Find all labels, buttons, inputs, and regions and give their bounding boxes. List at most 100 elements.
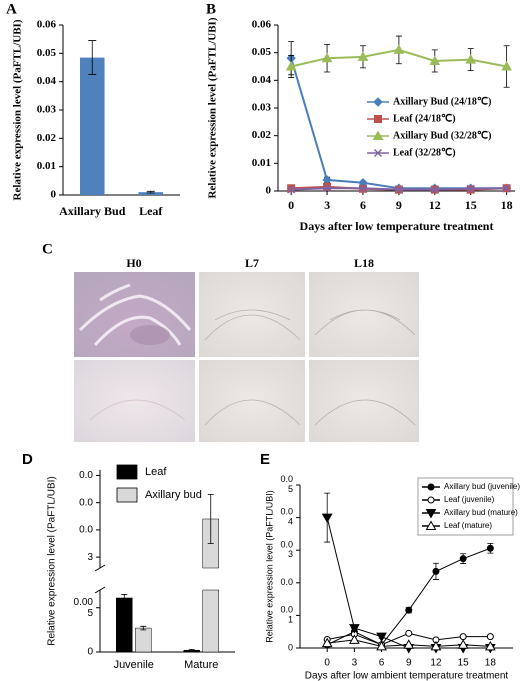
- marker: [430, 640, 442, 651]
- marker: [502, 184, 511, 193]
- marker: [459, 555, 467, 563]
- y-tick-label: 0.0: [280, 577, 293, 587]
- legend-swatch: [116, 464, 138, 480]
- y-axis-label: Relative expression level (PaFTL/UBI): [264, 490, 274, 643]
- x-tick-label: 12: [430, 658, 442, 669]
- y-tick-label: 0.06: [37, 19, 57, 31]
- label-line: 4: [288, 517, 293, 527]
- marker: [486, 544, 494, 552]
- marker: [425, 509, 437, 519]
- error-bar: [188, 648, 195, 652]
- tissue-detail: [204, 399, 301, 426]
- y-axis-label: Relative expression level (PaFTL/UBI): [12, 19, 24, 200]
- bar: [138, 192, 164, 195]
- label-line: 5: [288, 484, 293, 494]
- y-tick-label: 0: [266, 185, 272, 197]
- marker: [323, 184, 332, 193]
- tissue-detail: [89, 399, 186, 421]
- marker: [373, 148, 383, 158]
- marker: [357, 51, 369, 61]
- tissue-detail: [130, 325, 170, 345]
- x-tick-label: 9: [406, 658, 412, 669]
- y-tick-label: 0.04: [252, 74, 272, 86]
- legend-label: Axillary Bud (24/18℃): [393, 96, 491, 107]
- marker: [373, 97, 383, 107]
- marker: [427, 496, 435, 504]
- x-tick-label: 18: [501, 198, 513, 212]
- bar: [135, 627, 152, 653]
- y-axis-label: Relative expression level (PaFTL/UBI): [47, 476, 58, 646]
- marker: [349, 624, 360, 634]
- marker: [376, 632, 387, 643]
- marker: [457, 639, 469, 649]
- micrograph: [309, 360, 419, 442]
- marker: [432, 567, 440, 575]
- x-tick-label: 9: [396, 198, 402, 212]
- legend-label: Axillary Bud (32/28℃): [393, 130, 491, 141]
- x-tick-label: 15: [458, 658, 470, 669]
- x-tick-label: Leaf: [139, 204, 163, 218]
- panel-label: E: [260, 451, 270, 468]
- legend-label: Axillary bud (juvenile): [444, 482, 520, 491]
- bar: [116, 597, 133, 653]
- y-tick-label: 3: [87, 552, 93, 563]
- error-bar: [140, 625, 147, 631]
- error-bar: [121, 594, 128, 602]
- marker: [429, 55, 441, 65]
- marker: [486, 633, 494, 641]
- axis-break: [94, 564, 106, 594]
- marker: [427, 483, 435, 491]
- marker: [287, 185, 296, 194]
- x-tick-label: 3: [352, 658, 358, 669]
- marker: [459, 633, 467, 641]
- x-tick-label: 6: [360, 198, 366, 212]
- panel-label: B: [206, 1, 216, 17]
- y-tick-label: 0.04: [37, 75, 57, 87]
- marker: [285, 60, 297, 71]
- x-tick-label: Mature: [184, 659, 218, 671]
- legend-label: Leaf (mature): [444, 521, 492, 530]
- marker: [394, 185, 403, 194]
- label-line: 0.0: [280, 474, 293, 484]
- legend-swatch: [116, 487, 138, 503]
- y-tick-label: 0.0: [79, 497, 93, 508]
- chart: A Relative expression level (PaFTL/UBI) 0 0…: [6, 1, 180, 218]
- x-tick-label: Juvenile: [114, 659, 154, 671]
- marker: [321, 52, 333, 63]
- y-tick-label: 0: [87, 647, 93, 658]
- y-tick-label: 0.00 5: [74, 597, 94, 619]
- marker: [393, 44, 405, 54]
- label-line: 3: [288, 550, 293, 560]
- micrograph: [199, 360, 305, 442]
- x-axis-label: Days after low ambient temperature treat…: [305, 671, 509, 681]
- marker: [501, 60, 512, 71]
- x-tick-label: 3: [324, 198, 330, 212]
- marker: [425, 520, 437, 530]
- tissue-detail: [204, 309, 301, 341]
- y-tick-label: 0: [288, 642, 293, 652]
- marker: [403, 639, 415, 649]
- error-bar: [146, 190, 155, 194]
- legend-label: Axillary bud (mature): [444, 508, 518, 517]
- bar: [202, 518, 219, 653]
- x-tick-label: 15: [465, 198, 477, 212]
- y-tick-label: 0: [51, 189, 57, 201]
- x-tick-label: 12: [429, 198, 441, 212]
- micrograph: [74, 360, 195, 442]
- label-line: 0.0: [280, 540, 293, 550]
- marker: [349, 634, 360, 644]
- y-tick-label: 0.01: [252, 157, 271, 169]
- legend-label: Axillary bud: [145, 489, 202, 501]
- panel-label: D: [22, 451, 33, 468]
- marker: [405, 629, 413, 637]
- column-header: L7: [245, 256, 259, 270]
- y-tick-label: 0.03: [37, 104, 57, 116]
- marker: [376, 640, 387, 651]
- y-axis-label: Relative expression level (PaFTL/UBI): [207, 17, 219, 198]
- bar: [79, 57, 105, 196]
- label-line: 1: [288, 615, 293, 625]
- label-line: 0.00: [74, 597, 94, 608]
